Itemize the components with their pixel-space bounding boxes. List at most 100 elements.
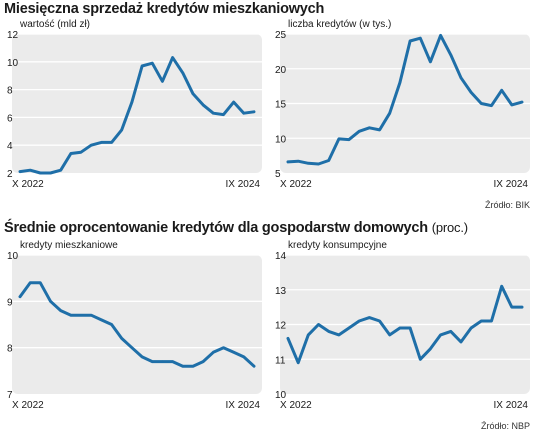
- panel-label: kredyty konsumpcyjne: [288, 240, 387, 251]
- y-tick-label: 12: [275, 321, 287, 332]
- data-point: [69, 314, 73, 317]
- x-start-label: X 2022: [280, 179, 312, 190]
- source-bik: Źródło: BIK: [484, 200, 530, 210]
- data-point: [449, 53, 452, 57]
- data-point: [140, 64, 144, 68]
- series-line: [18, 56, 256, 175]
- data-point: [201, 103, 205, 107]
- section2-title-main: Średnie oprocentowanie kredytów dla gosp…: [4, 220, 428, 236]
- series-line: [286, 284, 524, 365]
- data-point: [110, 141, 113, 144]
- data-point: [130, 346, 134, 349]
- plot-background: [12, 34, 262, 173]
- data-point: [520, 305, 524, 309]
- data-point: [490, 104, 493, 107]
- panel-label: wartość (mld zł): [19, 19, 90, 30]
- y-tick-label: 9: [7, 297, 13, 308]
- source-nbp: Źródło: NBP: [480, 421, 530, 431]
- data-point: [18, 295, 22, 298]
- data-point: [252, 365, 256, 368]
- data-point: [242, 112, 246, 115]
- data-point: [429, 347, 432, 351]
- data-point: [419, 36, 422, 40]
- y-tick-label: 11: [275, 355, 286, 366]
- data-point: [212, 112, 215, 115]
- data-point: [429, 60, 432, 63]
- y-tick-label: 25: [275, 30, 287, 41]
- data-point: [510, 103, 514, 107]
- data-point: [191, 92, 195, 95]
- data-point: [120, 337, 123, 340]
- data-point: [510, 305, 514, 309]
- data-point: [222, 346, 225, 349]
- data-point: [191, 365, 195, 368]
- y-tick-label: 8: [7, 86, 13, 97]
- data-point: [419, 358, 422, 361]
- section2-title-suffix: (proc.): [431, 220, 468, 235]
- section1-title: Miesięczna sprzedaż kredytów mieszkaniow…: [4, 1, 325, 17]
- y-tick-label: 10: [275, 390, 287, 401]
- y-tick-label: 10: [7, 251, 19, 262]
- data-point: [469, 91, 473, 94]
- y-tick-label: 4: [7, 141, 13, 152]
- data-point: [378, 319, 381, 323]
- y-tick-label: 5: [275, 169, 281, 180]
- data-point: [59, 169, 62, 172]
- data-point: [500, 285, 503, 288]
- data-point: [459, 76, 463, 79]
- data-point: [110, 323, 113, 326]
- series-line: [286, 33, 524, 166]
- data-point: [39, 281, 42, 284]
- data-point: [39, 171, 42, 175]
- data-point: [439, 34, 442, 37]
- data-point: [408, 39, 412, 43]
- data-point: [296, 361, 300, 364]
- data-point: [347, 138, 351, 141]
- data-point: [480, 319, 483, 323]
- data-point: [286, 160, 290, 164]
- data-point: [358, 319, 361, 323]
- data-point: [161, 360, 164, 363]
- series-line: [18, 281, 256, 368]
- data-point: [232, 351, 235, 354]
- data-point: [100, 141, 103, 144]
- data-point: [337, 333, 341, 337]
- y-tick-label: 12: [7, 30, 19, 41]
- data-point: [151, 61, 154, 65]
- data-point: [398, 81, 402, 84]
- data-point: [459, 340, 463, 344]
- data-point: [378, 128, 381, 132]
- data-point: [49, 171, 52, 175]
- section2-title: Średnie oprocentowanie kredytów dla gosp…: [4, 220, 468, 236]
- data-point: [100, 318, 103, 322]
- y-tick-label: 10: [275, 134, 287, 145]
- y-tick-label: 2: [7, 169, 13, 180]
- data-point: [368, 126, 371, 130]
- data-point: [79, 150, 83, 154]
- data-point: [327, 159, 330, 162]
- y-tick-label: 14: [275, 251, 287, 262]
- data-point: [439, 333, 442, 337]
- panel-label: kredyty mieszkaniowe: [20, 240, 118, 251]
- data-point: [232, 100, 235, 104]
- data-point: [347, 326, 351, 330]
- data-point: [286, 337, 290, 340]
- data-point: [59, 309, 62, 312]
- data-point: [408, 326, 412, 330]
- y-tick-label: 7: [7, 390, 13, 401]
- data-point: [480, 102, 483, 105]
- data-point: [358, 130, 361, 133]
- data-point: [368, 316, 371, 319]
- data-point: [90, 314, 93, 317]
- data-point: [151, 360, 154, 363]
- data-point: [18, 170, 22, 173]
- y-tick-label: 8: [7, 344, 13, 355]
- y-tick-label: 15: [275, 100, 287, 111]
- y-tick-label: 13: [275, 286, 287, 297]
- data-point: [469, 326, 473, 330]
- data-point: [296, 159, 300, 163]
- data-point: [388, 333, 391, 337]
